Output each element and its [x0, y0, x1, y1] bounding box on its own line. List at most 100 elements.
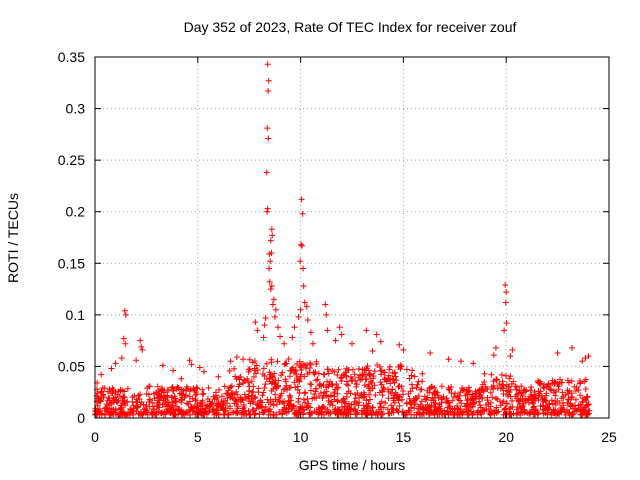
data-point [392, 373, 399, 380]
data-point [292, 368, 299, 375]
data-point [295, 313, 302, 320]
data-point [337, 408, 344, 415]
data-point [546, 400, 553, 407]
data-point [428, 409, 435, 416]
data-point [182, 392, 189, 399]
data-point [372, 391, 379, 398]
data-point [240, 405, 247, 412]
data-point [154, 383, 161, 390]
data-point [365, 400, 372, 407]
data-point [339, 404, 346, 411]
data-point [98, 371, 105, 378]
data-point [367, 396, 374, 403]
data-point [214, 394, 221, 401]
data-point [301, 390, 308, 397]
y-tick-label: 0.05 [58, 358, 85, 374]
data-point [205, 384, 212, 391]
data-point [567, 401, 574, 408]
data-point [497, 402, 504, 409]
data-point [534, 407, 541, 414]
data-point [170, 399, 177, 406]
data-point [403, 366, 410, 373]
data-point [320, 411, 327, 418]
data-point [334, 372, 341, 379]
data-point [153, 402, 160, 409]
data-point [250, 373, 257, 380]
data-point [323, 311, 330, 318]
data-point [175, 385, 182, 392]
data-point [408, 404, 415, 411]
data-point [145, 391, 152, 398]
data-point [415, 392, 422, 399]
data-point [229, 409, 236, 416]
data-point [529, 400, 536, 407]
data-point [323, 378, 330, 385]
data-point [291, 411, 298, 418]
data-point [279, 369, 286, 376]
data-point [295, 395, 302, 402]
data-point [208, 400, 215, 407]
data-point [265, 135, 272, 142]
data-point [388, 402, 395, 409]
data-point [294, 383, 301, 390]
data-point [451, 411, 458, 418]
data-point [309, 340, 316, 347]
data-point [320, 371, 327, 378]
data-point [403, 409, 410, 416]
data-point [510, 378, 517, 385]
data-point [151, 395, 158, 402]
data-point [155, 408, 162, 415]
data-point [187, 411, 194, 418]
data-point [266, 265, 273, 272]
data-point [251, 395, 258, 402]
data-point [369, 404, 376, 411]
data-point [503, 289, 510, 296]
data-point [531, 395, 538, 402]
data-points [92, 61, 593, 418]
data-point [338, 331, 345, 338]
data-point [332, 410, 339, 417]
data-point [108, 365, 115, 372]
data-point [499, 381, 506, 388]
data-point [173, 398, 180, 405]
data-point [551, 381, 558, 388]
data-point [348, 377, 355, 384]
data-point [138, 343, 145, 350]
data-point [272, 306, 279, 313]
data-point [507, 353, 514, 360]
data-point [363, 397, 370, 404]
data-point [300, 360, 307, 367]
data-point [104, 397, 111, 404]
data-point [469, 395, 476, 402]
data-point [354, 400, 361, 407]
data-point [427, 350, 434, 357]
data-point [245, 388, 252, 395]
data-point [376, 389, 383, 396]
data-point [585, 353, 592, 360]
data-point [363, 327, 370, 334]
data-point [577, 380, 584, 387]
x-tick-labels: 0 5 10 15 20 25 [91, 429, 617, 445]
data-point [231, 365, 238, 372]
data-point [554, 350, 561, 357]
data-point [544, 404, 551, 411]
data-point [269, 301, 276, 308]
data-point [257, 403, 264, 410]
data-point [400, 346, 407, 353]
data-point [537, 403, 544, 410]
y-tick-label: 0.15 [58, 255, 85, 271]
data-point [206, 407, 213, 414]
data-point [97, 397, 104, 404]
data-point [337, 375, 344, 382]
data-point [334, 390, 341, 397]
data-point [215, 373, 222, 380]
data-point [408, 401, 415, 408]
data-point [467, 401, 474, 408]
data-point [454, 394, 461, 401]
data-point [184, 385, 191, 392]
data-point [414, 381, 421, 388]
data-point [298, 241, 305, 248]
data-point [250, 389, 257, 396]
data-point [493, 376, 500, 383]
data-point [171, 393, 178, 400]
